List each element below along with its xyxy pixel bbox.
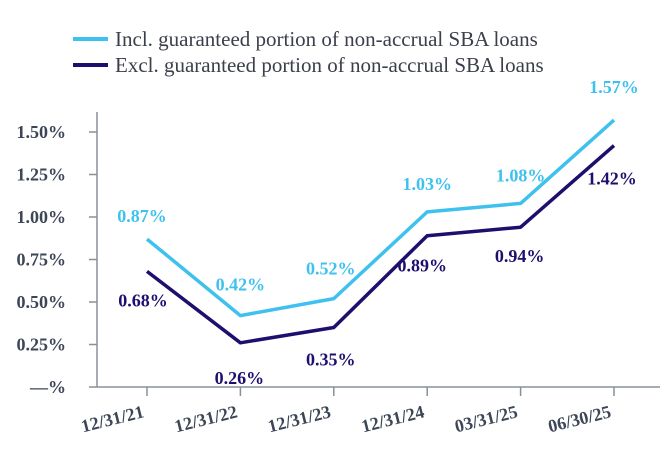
data-label-incl: 0.42% <box>216 275 266 295</box>
y-tick-label: 0.50% <box>17 292 67 312</box>
data-label-excl: 0.35% <box>306 350 356 370</box>
data-label-excl: 0.89% <box>397 256 447 276</box>
legend-label-excl: Excl. guaranteed portion of non-accrual … <box>115 53 544 77</box>
x-tick-label: 12/31/23 <box>266 401 333 436</box>
y-tick-label: 0.25% <box>17 335 67 355</box>
x-tick-label: 12/31/22 <box>172 401 239 436</box>
data-label-excl: 0.26% <box>215 368 265 388</box>
series-line-incl <box>145 118 616 318</box>
legend-label-incl: Incl. guaranteed portion of non-accrual … <box>115 27 538 51</box>
legend: Incl. guaranteed portion of non-accrual … <box>73 27 544 77</box>
series-line-excl <box>145 144 616 345</box>
x-tick-label: 06/30/25 <box>546 401 613 436</box>
y-tick-label: 0.75% <box>17 250 67 270</box>
y-tick-label: 1.50% <box>17 122 67 142</box>
data-label-incl: 0.52% <box>306 259 356 279</box>
x-tick-label: 12/31/24 <box>359 401 426 436</box>
data-label-excl: 0.68% <box>118 290 168 310</box>
data-label-incl: 0.87% <box>117 206 167 226</box>
y-tick-label: 1.00% <box>17 207 67 227</box>
x-tick-label: 03/31/25 <box>453 401 520 436</box>
data-label-incl: 1.08% <box>496 165 546 185</box>
data-label-excl: 1.42% <box>587 169 637 189</box>
data-labels: 0.87% 0.42% 0.52% 1.03% 1.08% 1.57% 0.68% 0.26%… <box>117 77 639 388</box>
x-tick-label: 12/31/21 <box>79 401 146 436</box>
series-lines <box>145 118 616 345</box>
y-tick-label: —% <box>29 377 66 397</box>
data-label-incl: 1.03% <box>402 174 452 194</box>
y-tick-label: 1.25% <box>17 165 67 185</box>
data-label-incl: 1.57% <box>589 77 639 97</box>
data-label-excl: 0.94% <box>495 246 545 266</box>
